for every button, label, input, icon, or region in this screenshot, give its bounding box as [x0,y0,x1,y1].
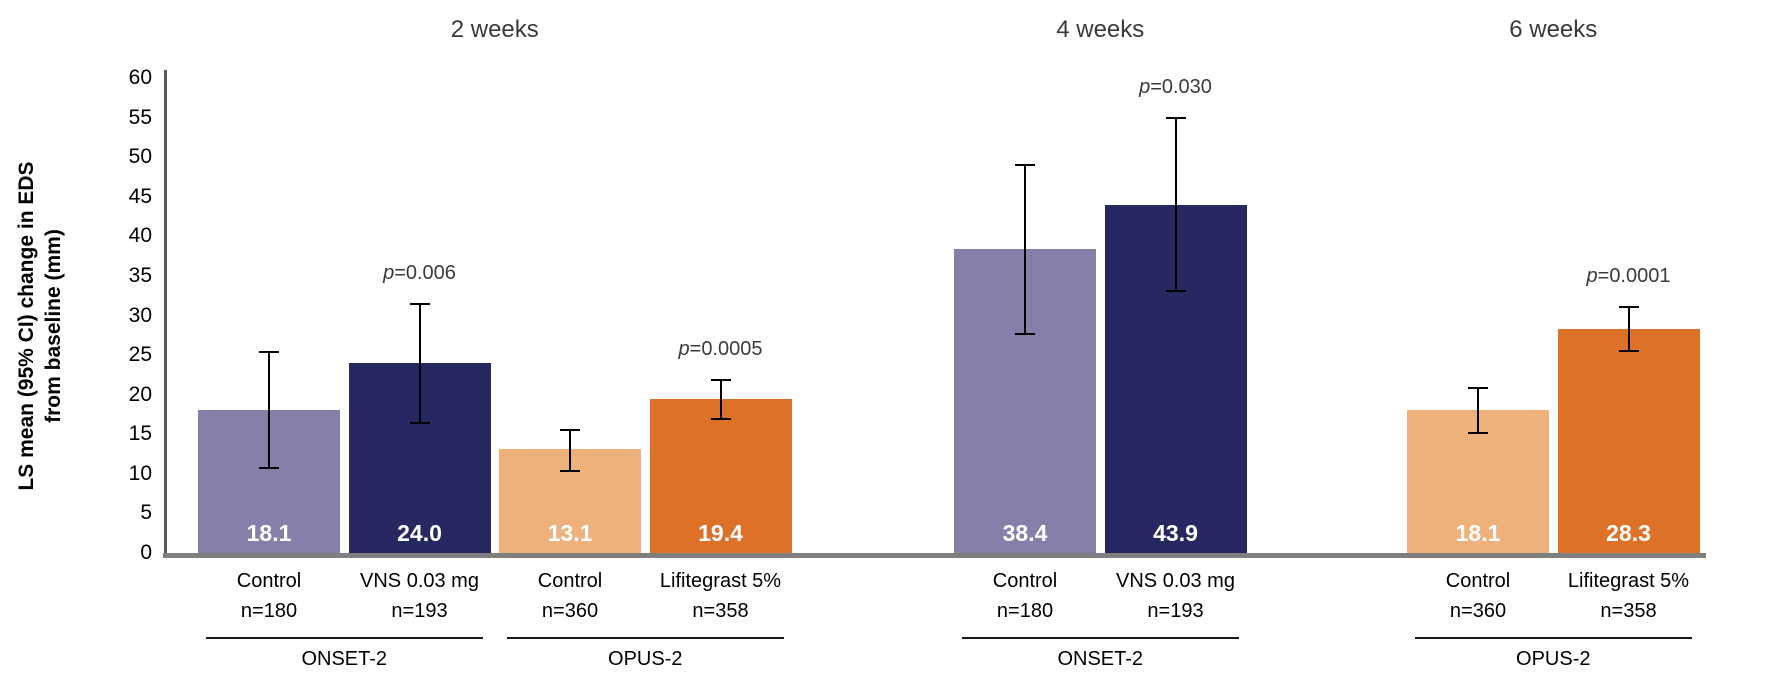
bar-value-label: 13.1 [547,520,593,546]
error-bar-cap [409,422,430,425]
bar-value-label: 19.4 [698,520,743,546]
bar-value-label: 43.9 [1153,520,1198,546]
error-bar-cap [1165,289,1186,292]
group-header: 6 weeks [1509,16,1598,43]
study-underline [962,637,1239,639]
bar-category-label: Control [537,570,603,592]
bar-value-label: 38.4 [1002,520,1048,546]
study-underline [206,637,483,639]
bar-category-label: VNS 0.03 mg [1116,570,1235,592]
y-axis-label: LS mean (95% CI) change in EDS from base… [13,96,73,556]
y-tick-label: 30 [128,303,152,327]
error-bar [418,304,421,424]
bar-n-label: n=193 [391,600,448,622]
p-value-label: p=0.030 [1139,76,1212,99]
p-value-label: p=0.0001 [1586,264,1671,287]
x-baseline [163,553,1706,558]
y-axis-label-line1: LS mean (95% CI) change in EDS [15,161,38,491]
bar-value-label: 18.1 [246,520,292,546]
error-bar-cap [1618,305,1639,308]
study-underline [507,637,784,639]
error-bar [1024,165,1026,334]
study-label-onset-2: ONSET-2 [1057,648,1144,670]
bar-category-label: VNS 0.03 mg [360,570,479,592]
y-tick-label: 45 [128,184,152,208]
error-bar [1477,388,1479,434]
p-value-label: p=0.0005 [678,337,763,360]
error-bar [268,351,270,469]
y-tick-label: 20 [128,382,152,406]
error-bar [569,430,571,472]
bar-category-label: Lifitegrast 5% [1567,570,1690,592]
error-bar-cap [1015,332,1035,335]
group-header: 2 weeks [450,16,539,43]
y-tick-label: 50 [128,145,152,169]
bar-value-label: 24.0 [397,520,442,546]
error-bar-cap [1468,387,1488,390]
error-bar-cap [1015,164,1035,167]
y-tick-label: 60 [128,66,152,89]
study-label-opus-2: OPUS-2 [1516,648,1591,670]
bar-n-label: n=358 [692,600,749,622]
error-bar-cap [1468,432,1488,435]
error-bar-cap [259,350,279,353]
bar-value-label: 28.3 [1606,520,1651,546]
bar-category-label: Control [992,570,1058,592]
error-bar-cap [560,470,580,473]
bar-n-label: n=358 [1600,600,1657,622]
error-bar-cap [409,303,430,306]
error-bar-cap [259,467,279,470]
bar-n-label: n=360 [541,600,599,622]
study-label-opus-2: OPUS-2 [608,648,683,670]
y-tick-label: 5 [140,501,152,525]
error-bar-cap [1618,350,1639,353]
group-header: 4 weeks [1056,16,1145,43]
bar-n-label: n=360 [1449,600,1507,622]
bar-category-label: Control [236,570,302,592]
bar-category-label: Lifitegrast 5% [659,570,782,592]
y-tick-label: 55 [128,105,152,129]
y-tick-label: 40 [128,224,152,248]
bar-n-label: n=180 [996,600,1054,622]
error-bar-cap [1165,117,1186,120]
y-tick-label: 35 [128,263,152,287]
bar-n-label: n=193 [1147,600,1204,622]
study-underline [1415,637,1692,639]
y-tick-label: 0 [140,541,152,564]
y-axis-label-line2: from baseline (mm) [42,229,65,423]
bar-lifitegrast-5- [1557,328,1700,553]
error-bar [1627,306,1630,352]
y-tick-label: 25 [128,343,152,367]
error-bar [1174,118,1177,291]
bar-n-label: n=180 [240,600,298,622]
y-tick-label: 10 [128,461,152,485]
study-label-onset-2: ONSET-2 [301,648,388,670]
y-axis-line [164,70,167,556]
error-bar-cap [710,378,731,381]
error-bar-cap [710,418,731,421]
error-bar-cap [560,429,580,432]
bar-lifitegrast-5- [649,399,792,553]
bar-value-label: 18.1 [1455,520,1501,546]
error-bar [719,379,722,420]
bar-category-label: Control [1445,570,1511,592]
p-value-label: p=0.006 [383,262,456,285]
y-tick-label: 15 [128,422,152,446]
